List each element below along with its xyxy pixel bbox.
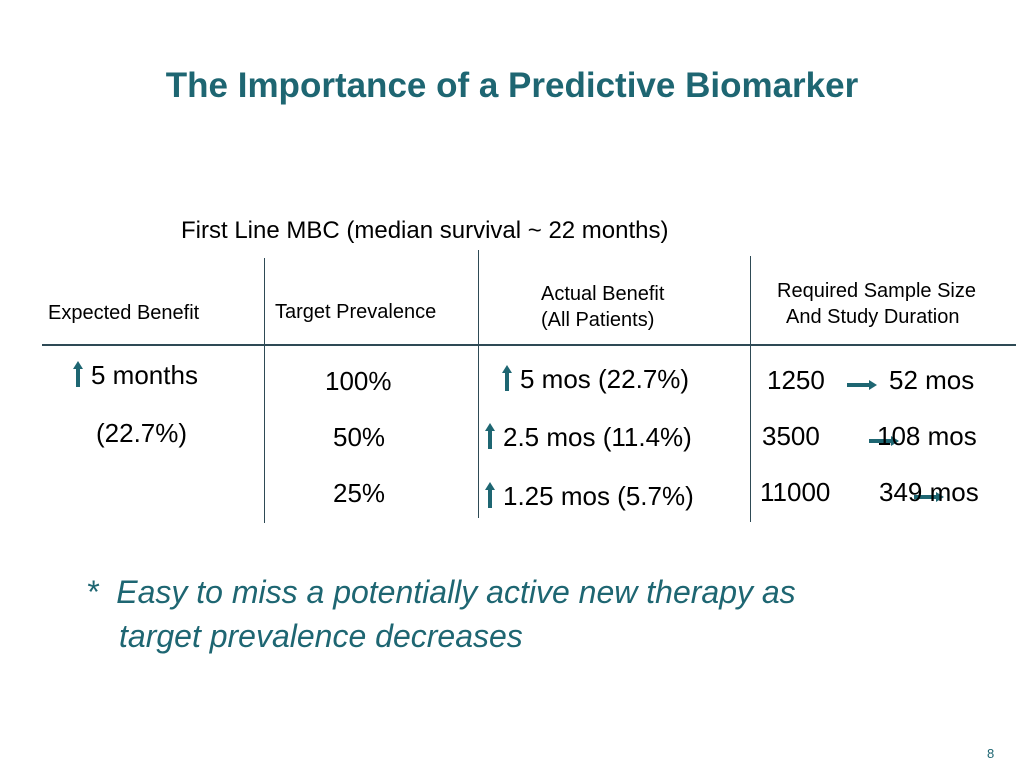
table-row-prevalence: 25% bbox=[333, 478, 386, 508]
column-divider bbox=[264, 258, 265, 523]
right-arrow-icon bbox=[847, 379, 877, 390]
note-text: * Easy to miss a potentially active new … bbox=[86, 570, 796, 658]
header-target-prevalence: Target Prevalence bbox=[275, 301, 437, 323]
up-arrow-icon bbox=[485, 423, 495, 449]
header-rule bbox=[42, 344, 1016, 346]
table-row-prevalence: 100% bbox=[325, 366, 392, 396]
header-required-sample: Required Sample Size And Study Duration bbox=[777, 278, 976, 330]
actual-benefit-text: 1.25 mos (5.7%) bbox=[503, 481, 694, 511]
header-actual-benefit-line1: Actual Benefit bbox=[541, 283, 665, 305]
expected-benefit-value: 5 months bbox=[73, 360, 198, 391]
page-number: 8 bbox=[987, 746, 995, 761]
table-row-actual-benefit: 1.25 mos (5.7%) bbox=[485, 481, 694, 512]
table-row-actual-benefit: 5 mos (22.7%) bbox=[502, 364, 689, 395]
right-arrow-icon bbox=[869, 435, 900, 446]
up-arrow-icon bbox=[502, 365, 512, 391]
study-duration: 108 mos bbox=[877, 421, 977, 451]
header-required-line2: And Study Duration bbox=[786, 306, 960, 328]
study-duration: 52 mos bbox=[889, 365, 975, 395]
actual-benefit-text: 5 mos (22.7%) bbox=[520, 364, 690, 394]
expected-benefit-percent: (22.7%) bbox=[96, 418, 188, 448]
note-bullet: * bbox=[86, 574, 99, 610]
sample-size: 11000 bbox=[760, 477, 831, 507]
sample-size: 1250 bbox=[767, 365, 825, 395]
sample-size: 3500 bbox=[762, 421, 820, 451]
up-arrow-icon bbox=[73, 361, 83, 387]
header-actual-benefit: Actual Benefit (All Patients) bbox=[541, 281, 664, 333]
expected-benefit-months: 5 months bbox=[91, 360, 198, 390]
header-required-line1: Required Sample Size bbox=[777, 280, 976, 302]
up-arrow-icon bbox=[485, 482, 495, 508]
column-divider bbox=[478, 250, 479, 518]
slide-title: The Importance of a Predictive Biomarker bbox=[165, 66, 859, 105]
header-expected-benefit: Expected Benefit bbox=[48, 302, 200, 324]
slide-subtitle: First Line MBC (median survival ~ 22 mon… bbox=[181, 217, 669, 244]
table-row-actual-benefit: 2.5 mos (11.4%) bbox=[485, 422, 692, 453]
note-line2: target prevalence decreases bbox=[119, 618, 523, 654]
right-arrow-icon bbox=[913, 491, 944, 502]
study-duration: 349 mos bbox=[879, 477, 979, 507]
table-row-prevalence: 50% bbox=[333, 422, 386, 452]
column-divider bbox=[750, 256, 751, 522]
header-actual-benefit-line2: (All Patients) bbox=[541, 309, 655, 331]
actual-benefit-text: 2.5 mos (11.4%) bbox=[503, 422, 692, 452]
note-line1: Easy to miss a potentially active new th… bbox=[116, 574, 796, 610]
